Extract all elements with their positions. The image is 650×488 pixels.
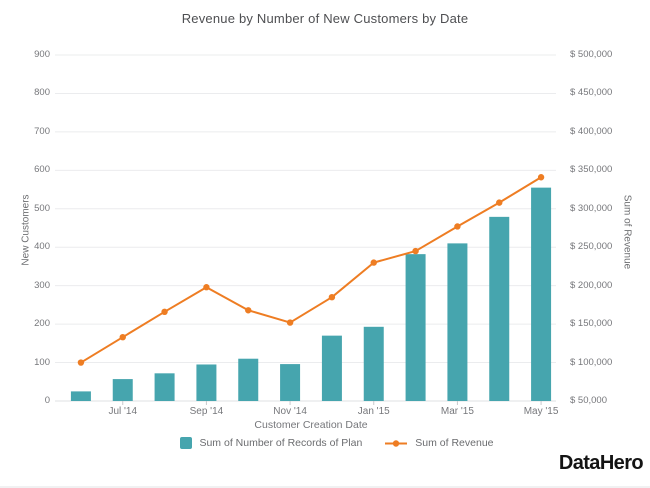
line-point[interactable] xyxy=(537,174,545,181)
bar[interactable] xyxy=(238,358,259,401)
right-axis-tick-label: $ 500,000 xyxy=(570,49,613,60)
line-point[interactable] xyxy=(203,284,210,291)
left-axis-tick-label: 700 xyxy=(34,125,50,137)
left-axis-tick-label: 400 xyxy=(34,241,50,253)
bar[interactable] xyxy=(531,187,552,401)
right-axis-tick-label: $ 50,000 xyxy=(570,395,607,406)
left-axis-tick-label: 200 xyxy=(34,318,50,330)
bar[interactable] xyxy=(112,379,133,401)
left-axis-tick-label: 300 xyxy=(34,279,50,291)
legend-bar-swatch-icon xyxy=(180,437,193,449)
line-point[interactable] xyxy=(412,247,419,255)
line-point[interactable] xyxy=(328,294,336,301)
chart-title: Revenue by Number of New Customers by Da… xyxy=(181,11,469,26)
bar[interactable] xyxy=(70,391,91,401)
legend-bar-label: Sum of Number of Records of Plan xyxy=(199,437,363,449)
x-axis-title: Customer Creation Date xyxy=(254,419,368,431)
datahero-logo: DataHero xyxy=(558,452,644,474)
line-point[interactable] xyxy=(245,307,252,314)
x-axis-tick-label: Nov '14 xyxy=(273,406,307,417)
line-point[interactable] xyxy=(496,199,503,206)
right-axis-tick-label: $ 450,000 xyxy=(570,87,613,99)
x-axis-tick-label: Mar '15 xyxy=(440,406,474,417)
x-axis-tick-label: Jul '14 xyxy=(108,406,138,417)
line-point[interactable] xyxy=(286,319,294,326)
legend: Sum of Number of Records of Plan Sum of … xyxy=(0,437,650,449)
bar[interactable] xyxy=(196,364,217,401)
left-axis-tick-label: 100 xyxy=(34,356,50,368)
legend-line-label: Sum of Revenue xyxy=(415,437,494,449)
left-axis-tick-label: 800 xyxy=(34,87,50,99)
bar[interactable] xyxy=(363,326,384,401)
x-axis-tick-label: May '15 xyxy=(523,406,559,417)
revenue-line xyxy=(80,176,542,364)
line-point[interactable] xyxy=(77,359,85,366)
line-point[interactable] xyxy=(370,259,377,266)
bar[interactable] xyxy=(280,364,301,401)
x-axis-tick-label: Sep '14 xyxy=(189,406,224,417)
right-axis-tick-label: $ 350,000 xyxy=(570,164,613,176)
left-axis-tick-label: 900 xyxy=(34,49,50,60)
line-point[interactable] xyxy=(119,333,126,341)
legend-line-marker-icon xyxy=(385,439,408,447)
right-axis-tick-label: $ 200,000 xyxy=(570,279,613,291)
bar[interactable] xyxy=(154,373,175,401)
left-axis-tick-label: 500 xyxy=(34,202,50,214)
bar[interactable] xyxy=(405,254,426,401)
x-axis-tick-label: Jan '15 xyxy=(357,406,390,417)
bar[interactable] xyxy=(447,243,468,401)
line-point[interactable] xyxy=(454,223,461,230)
right-axis-tick-label: $ 400,000 xyxy=(570,125,613,137)
right-axis-tick-label: $ 250,000 xyxy=(570,241,613,253)
left-axis-tick-label: 0 xyxy=(44,395,50,406)
bar[interactable] xyxy=(321,335,342,401)
left-axis-tick-label: 600 xyxy=(34,164,50,176)
right-axis-tick-label: $ 150,000 xyxy=(570,318,613,330)
line-point[interactable] xyxy=(161,308,168,316)
right-axis-tick-label: $ 100,000 xyxy=(570,356,613,368)
right-axis-tick-label: $ 300,000 xyxy=(570,202,613,214)
bar[interactable] xyxy=(489,216,510,401)
